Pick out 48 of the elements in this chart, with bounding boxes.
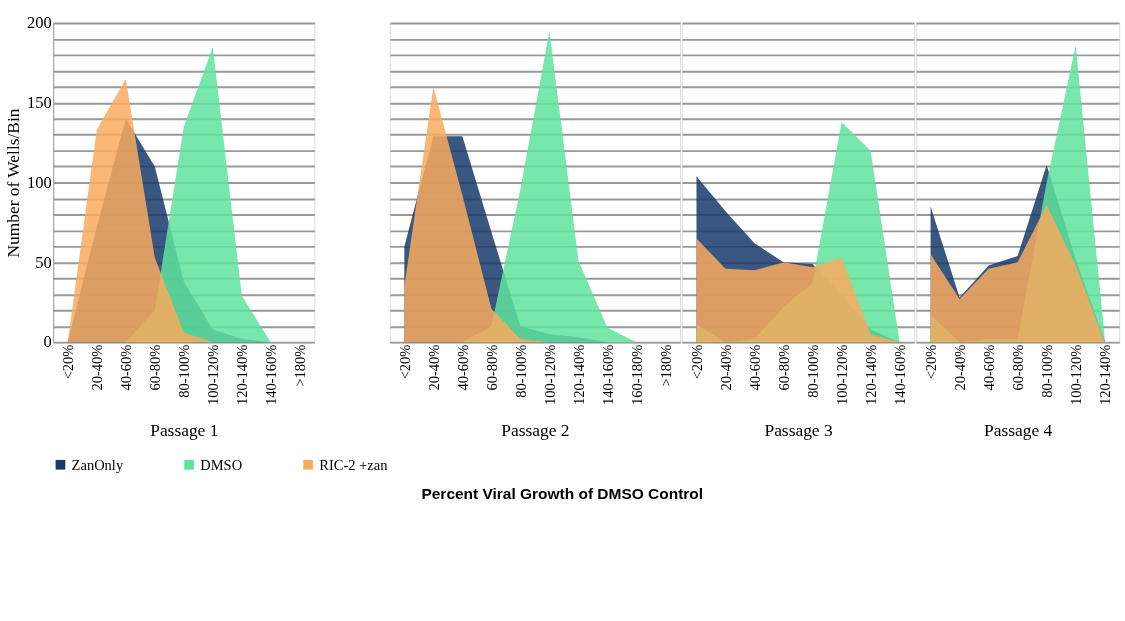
y-tick-label: 50 <box>35 252 52 272</box>
x-tick-label: 140-160% <box>599 344 616 405</box>
x-tick-label: 120-140% <box>862 344 879 405</box>
x-tick-label: 20-40% <box>951 344 968 391</box>
legend-label: ZanOnly <box>71 456 124 473</box>
x-axis-title: Passage 4 <box>984 419 1053 440</box>
x-tick-label: <20% <box>396 344 413 380</box>
x-tick-label: 20-40% <box>89 344 106 391</box>
x-tick-label: 20-40% <box>425 344 442 391</box>
legend-label: DMSO <box>200 456 243 473</box>
x-tick-label: 60-80% <box>1009 344 1026 391</box>
x-tick-label: 40-60% <box>118 344 135 391</box>
y-tick-label: 100 <box>27 172 52 192</box>
x-tick-label: 140-160% <box>263 344 280 405</box>
x-tick-label: >180% <box>292 344 309 387</box>
x-tick-label: 120-140% <box>1097 344 1114 405</box>
x-tick-label: 100-120% <box>833 344 850 405</box>
x-tick-label: <20% <box>922 344 939 380</box>
legend-label: RIC-2 +zan <box>319 456 389 473</box>
x-tick-label: 100-120% <box>1067 344 1084 405</box>
y-tick-label: 200 <box>27 13 52 33</box>
x-tick-label: >180% <box>657 344 674 387</box>
x-axis-title: Passage 1 <box>150 419 219 440</box>
x-tick-label: 80-100% <box>1038 344 1055 398</box>
x-tick-label: 40-60% <box>980 344 997 391</box>
x-tick-label: 120-140% <box>570 344 587 405</box>
y-tick-label: 0 <box>43 332 52 352</box>
x-tick-label: 120-140% <box>234 344 251 405</box>
x-tick-label: 20-40% <box>717 344 734 391</box>
y-tick-label: 150 <box>27 93 52 113</box>
x-axis-title: Passage 2 <box>501 419 570 440</box>
x-tick-label: 80-100% <box>176 344 193 398</box>
x-tick-label: 140-160% <box>891 344 908 405</box>
text: Percent Viral Growth of DMSO Control <box>421 485 704 503</box>
x-tick-label: <20% <box>688 344 705 380</box>
x-tick-label: 60-80% <box>775 344 792 391</box>
x-tick-label: 60-80% <box>147 344 164 391</box>
x-tick-label: 60-80% <box>483 344 500 391</box>
x-tick-label: 80-100% <box>512 344 529 398</box>
x-axis-title: Passage 3 <box>764 419 833 440</box>
x-tick-label: 100-120% <box>541 344 558 405</box>
x-tick-label: 100-120% <box>205 344 222 405</box>
x-tick-label: <20% <box>60 344 77 380</box>
x-tick-label: 80-100% <box>804 344 821 398</box>
x-tick-label: 40-60% <box>454 344 471 391</box>
x-tick-label: 40-60% <box>746 344 763 391</box>
x-tick-label: 160-180% <box>628 344 645 405</box>
y-axis-title: Number of Wells/Bin <box>3 108 24 258</box>
